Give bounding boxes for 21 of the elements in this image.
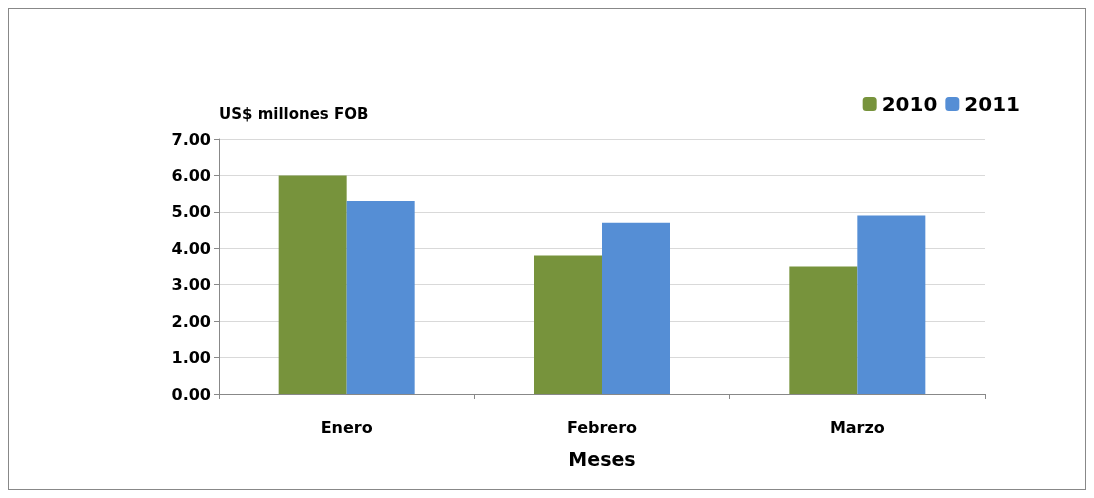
x-axis-title: Meses (568, 447, 636, 470)
bar (278, 175, 347, 394)
y-axis-title: US$ millones FOB (219, 104, 369, 123)
y-tick-label: 4.00 (171, 238, 211, 258)
y-tick-label: 6.00 (171, 165, 211, 185)
bar (857, 215, 926, 394)
bar (789, 266, 858, 394)
x-tick-label: Enero (320, 417, 373, 437)
bar (346, 200, 415, 394)
legend-label: 2011 (964, 92, 1021, 116)
y-tick-label: 7.00 (171, 129, 211, 149)
legend-label: 2010 (881, 92, 938, 116)
y-tick-label: 5.00 (171, 202, 211, 222)
y-tick-label: 3.00 (171, 275, 211, 295)
y-tick-label: 0.00 (171, 384, 211, 404)
y-tick-label: 1.00 (171, 348, 211, 368)
bar (534, 255, 602, 394)
bar (602, 222, 670, 394)
y-tick-label: 2.00 (171, 311, 211, 331)
x-tick-label: Marzo (829, 417, 885, 437)
x-tick-label: Febrero (566, 417, 638, 437)
